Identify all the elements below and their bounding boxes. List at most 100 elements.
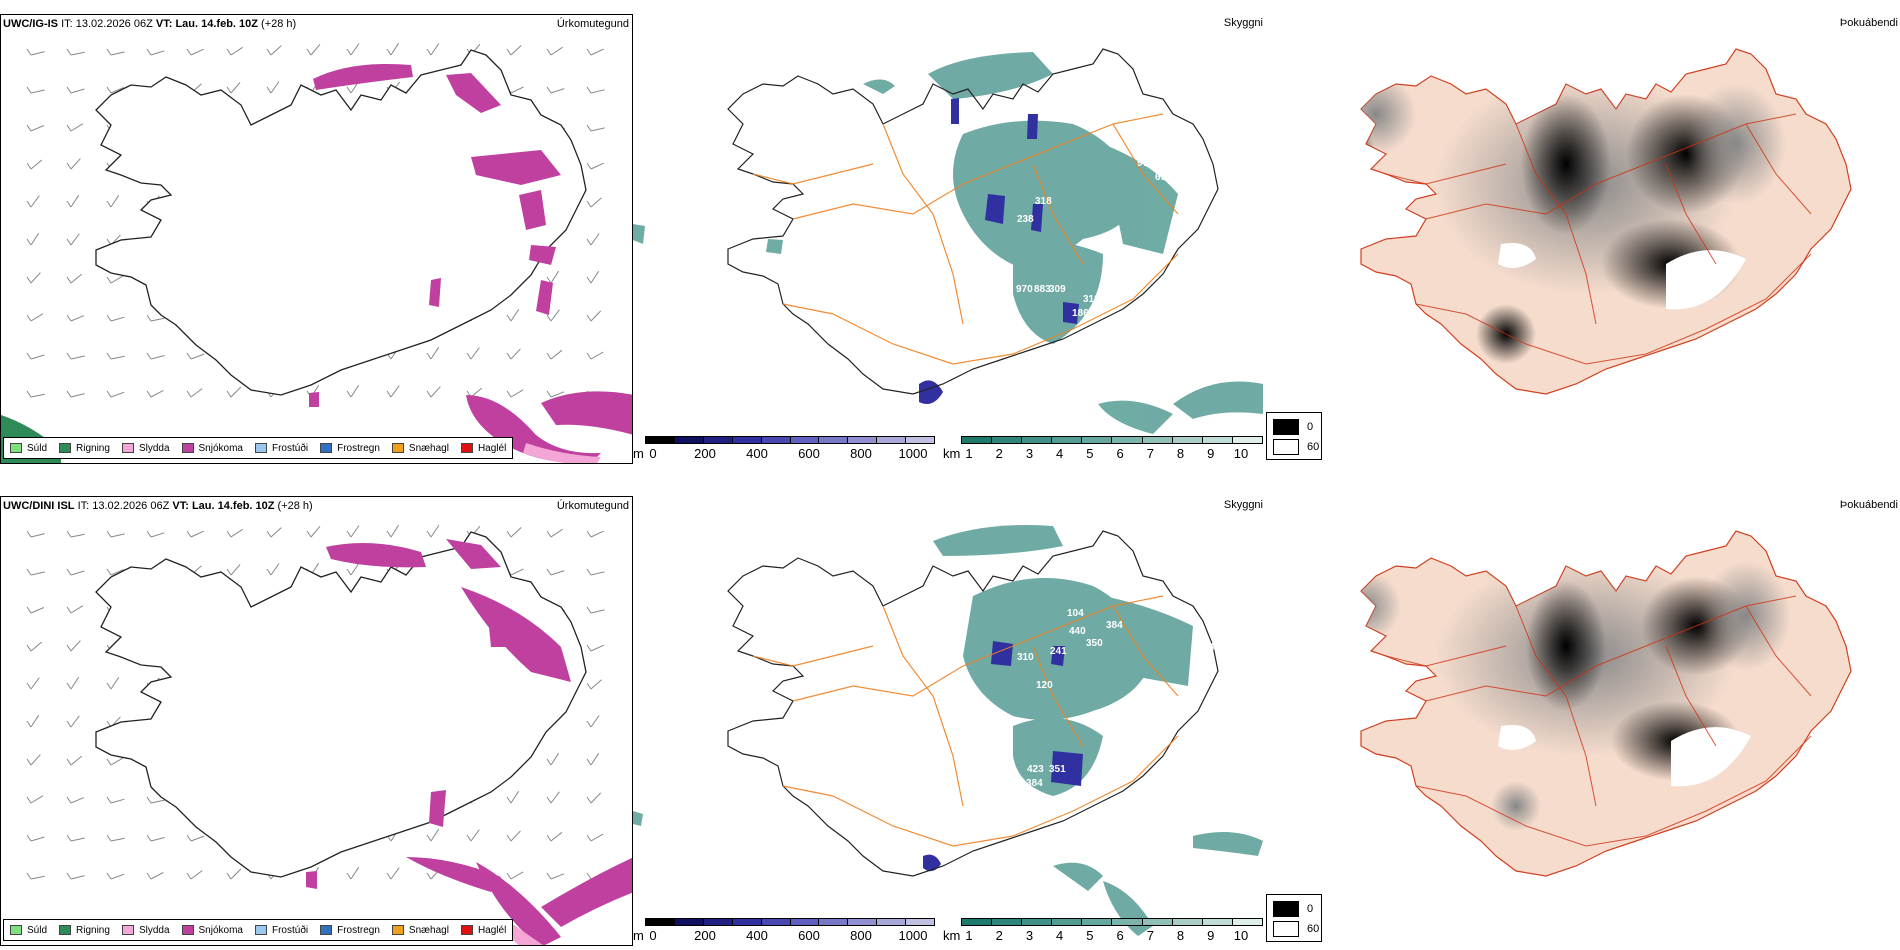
colorbar-tick-label: 9 [1207,446,1215,461]
fog-legend-swatch [1273,901,1299,917]
legend-item: Rigning [59,925,110,936]
ceiling-value-label: 970 [1016,284,1033,295]
legend-item: Súld [10,443,47,454]
legend-swatch [391,443,404,453]
colorbar-tick-label: 600 [798,928,820,943]
colorbar-tick-label: 1000 [898,446,928,461]
legend-label: Snjókoma [198,442,243,454]
fog-legend-swatch [1273,419,1299,435]
panel-title-cover: Þokuábendi [1839,17,1898,29]
precip-legend: Súld Rigning Slydda Snjókoma Frostúði Frostre… [3,919,514,941]
header-row2: UWC/DINI ISL IT: 13.02.2026 06Z VT: Lau.… [3,500,313,512]
legend-item: Snjókoma [181,442,243,454]
ceiling-value-label: 160 [1076,792,1093,803]
low-ceiling-areas [923,641,1083,872]
colorbar-tick-label: 6 [1116,928,1124,943]
legend-label: Snæhagl [408,442,449,454]
ceiling-value-label: 318 [1035,196,1052,207]
colorbar-unit: km [943,446,961,461]
ceiling-value-label: 384 [1026,778,1043,789]
fog-legend-row: 0 [1273,901,1313,917]
legend-item: Haglél [460,442,507,454]
colorbar-tick-label: 5 [1086,446,1094,461]
colorbar-tick-label: 0 [649,446,657,461]
ceiling-value-label: 309 [1049,284,1066,295]
colorbar-unit: m [633,928,644,943]
colorbar-unit: m [633,446,644,461]
ceiling-value-label: 350 [1086,638,1103,649]
ceiling-value-label: 238 [1017,214,1034,225]
snow-areas [306,539,632,945]
legend-label: Snjókoma [198,924,243,936]
header-row1: UWC/IG-IS IT: 13.02.2026 06Z VT: Lau. 14… [3,18,297,30]
panel-title-precip: Úrkomutegund [556,500,629,512]
cover-panel-row2: Þokuábendi 0 60 [1266,496,1900,946]
fog-legend-label: 0 [1307,421,1314,433]
precip-legend: Súld Rigning Slydda Snjókoma Frostúði Frostre… [3,437,514,459]
legend-label: Slydda [138,442,170,454]
ceiling-value-label: 120 [1036,680,1053,691]
colorbar-tick-label: 4 [1056,446,1064,461]
legend-label: Frostúði [271,442,309,454]
panel-title-precip: Úrkomutegund [556,18,629,30]
ceiling-value-label: 241 [1050,646,1067,657]
precip-map [26,524,632,945]
ceiling-value-label: 351 [1049,764,1066,775]
ceiling-value-label: 85 [1035,388,1047,399]
legend-item: Slydda [121,924,170,936]
colorbar-tick-label: 400 [746,446,768,461]
colorbar-tick-label: 8 [1176,446,1185,461]
ceiling-value-label: 974 [1137,158,1154,169]
ceiling-value-label: 312 [1083,294,1100,305]
legend-item: Frostúði [254,442,309,454]
cloud-panel-row2: 104 440 384 430 452 310 241 350 120 423 351 384 233 1… [633,496,1266,946]
fog-legend-row: 0 [1273,419,1313,435]
ceiling-colorbar: m 0 200 400 600 800 1000 [633,918,938,946]
ceiling-value-label: 697 [1155,172,1172,183]
legend-swatch [460,925,473,935]
visibility-areas [633,525,1263,936]
legend-swatch [181,925,194,935]
legend-swatch [59,925,72,935]
colorbar-tick-label: 9 [1207,928,1215,943]
legend-label: Súld [27,924,48,936]
fog-legend-swatch [1273,921,1299,937]
legend-label: Súld [27,442,48,454]
colorbar-tick-label: 200 [694,928,716,943]
colorbar-strip [645,436,935,444]
colorbar-tick-label: 8 [1176,928,1185,943]
legend-label: Frostregn [337,442,380,454]
legend-swatch [320,443,333,453]
colorbar-tick-label: 2 [995,446,1003,461]
fog-legend: 0 60 [1266,412,1322,460]
legend-item: Frostúði [254,925,308,936]
colorbar-unit: km [943,928,961,943]
legend-swatch [254,443,267,453]
legend-item: Frostregn [320,443,380,454]
legend-swatch [391,925,404,935]
legend-item: Slydda [121,442,170,454]
panel-title-cover: Þokuábendi [1839,499,1898,511]
panel-title-cloud: Skyggni [1223,17,1263,29]
legend-label: Slydda [138,924,170,936]
colorbar-strip [645,918,935,926]
fog-legend-label: 0 [1307,903,1314,915]
colorbar-tick-label: 1 [965,446,973,461]
colorbar-tick-label: 200 [694,446,716,461]
ceiling-value-label: 589 [1211,234,1228,245]
ceiling-value-label: 310 [1017,652,1034,663]
colorbar-tick-label: 3 [1025,446,1034,461]
ceiling-value-label: 104 [1067,608,1084,619]
legend-swatch [121,443,134,453]
fog-legend-label: 60 [1307,923,1320,935]
fog-legend-label: 60 [1307,441,1320,453]
legend-label: Haglél [477,442,507,454]
colorbar-tick-label: 800 [850,446,872,461]
precip-panel-row1: UWC/IG-IS IT: 13.02.2026 06Z VT: Lau. 14… [0,14,633,464]
ceiling-colorbar: m 0 200 400 600 800 1000 [633,436,938,464]
fog-shading [1361,74,1786,364]
visibility-colorbar: km 1 2 3 4 5 6 7 8 9 10 [943,918,1266,946]
legend-swatch [121,925,134,935]
